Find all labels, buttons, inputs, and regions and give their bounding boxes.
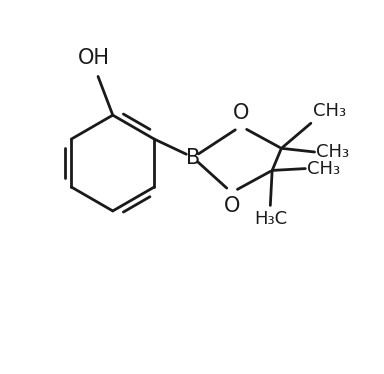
Text: CH₃: CH₃ xyxy=(313,102,346,120)
Text: CH₃: CH₃ xyxy=(307,160,340,178)
Text: O: O xyxy=(223,196,240,216)
Text: O: O xyxy=(233,102,249,123)
Text: B: B xyxy=(186,147,200,168)
Text: OH: OH xyxy=(78,48,110,68)
Text: H₃C: H₃C xyxy=(254,210,287,228)
Text: CH₃: CH₃ xyxy=(316,143,349,161)
